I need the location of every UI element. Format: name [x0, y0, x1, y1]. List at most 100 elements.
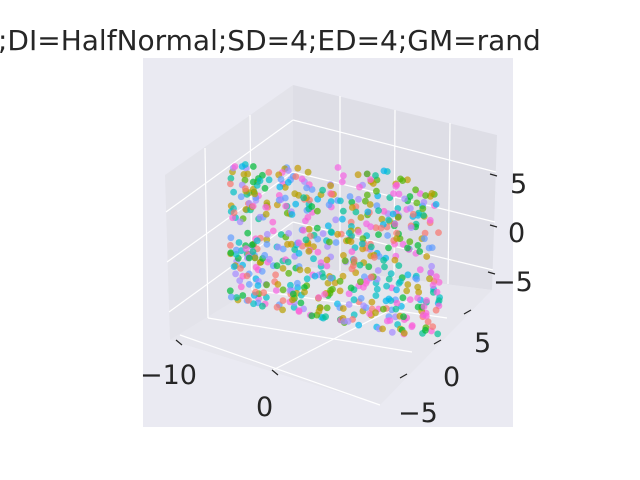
scatter-point [372, 172, 379, 179]
scatter-point [372, 224, 380, 232]
scatter-point [227, 242, 234, 249]
scatter-point [427, 269, 435, 277]
scatter-point [334, 164, 342, 171]
scatter-point [258, 267, 266, 275]
scatter-point [385, 244, 392, 252]
scatter-point [385, 275, 393, 283]
scatter-point [292, 200, 300, 208]
scatter-point [420, 198, 428, 206]
z-tick-label: 5 [510, 169, 527, 200]
scatter-point [269, 218, 277, 226]
scatter-point [273, 262, 281, 270]
scatter-point [379, 305, 387, 313]
scatter-point [367, 223, 374, 231]
scatter-point [235, 239, 243, 246]
scatter-point [406, 238, 414, 246]
scatter-point [288, 211, 296, 218]
scatter-point [339, 207, 347, 215]
scatter-point [416, 266, 424, 274]
scatter-point [340, 172, 347, 180]
scatter-point [391, 220, 399, 228]
scatter-point [227, 175, 235, 182]
scatter-point [429, 281, 437, 289]
scatter-point [230, 209, 238, 217]
y-tick-label: −5 [398, 398, 438, 429]
scatter-point [385, 295, 393, 303]
scatter-point [232, 246, 240, 254]
scatter-point [409, 210, 417, 218]
scatter-point [250, 300, 257, 308]
scatter-point [279, 306, 286, 314]
scatter-point [359, 245, 366, 253]
scatter-point [249, 202, 257, 210]
scatter-point [339, 272, 347, 280]
scatter-point [373, 285, 381, 293]
scatter-point [422, 326, 429, 334]
scatter-point [345, 290, 353, 298]
scatter-point [391, 256, 399, 264]
z-tick-label: 0 [508, 218, 525, 249]
scatter-point [323, 256, 331, 264]
scatter-point [334, 230, 341, 238]
scatter-point [328, 190, 336, 198]
scatter-point [406, 193, 414, 200]
scatter-point [230, 263, 238, 270]
scatter-point [300, 194, 307, 202]
scatter-point [249, 248, 257, 256]
scatter-point [394, 213, 402, 221]
scatter-point [350, 262, 357, 270]
chart-title: ;DI=HalfNormal;SD=4;ED=4;GM=rand [0, 24, 541, 57]
scatter-point [345, 229, 353, 237]
scatter-point [315, 307, 323, 315]
scatter-point [284, 258, 292, 266]
scatter-point [302, 236, 310, 244]
scatter-point [338, 178, 346, 186]
scatter-point [357, 295, 365, 302]
scatter-point [433, 288, 441, 296]
scatter-point [279, 286, 287, 294]
scatter-point [319, 186, 326, 194]
scatter-point [393, 286, 400, 294]
scatter-point [407, 205, 414, 212]
scatter-point [227, 249, 235, 257]
scatter-point [260, 289, 268, 297]
scatter-point [296, 266, 304, 274]
scatter-point [395, 262, 403, 269]
scatter-point [305, 247, 313, 255]
scatter-point [256, 177, 264, 185]
scatter-point [226, 287, 234, 295]
scatter-point [374, 267, 382, 274]
scatter-point [327, 228, 335, 236]
scatter-point [357, 214, 365, 221]
scatter-point [308, 312, 316, 320]
scatter-point [310, 255, 317, 263]
scatter-point [419, 311, 427, 319]
scatter-point [416, 248, 424, 255]
scatter-point [421, 235, 428, 243]
scatter-point [346, 193, 354, 200]
scatter-point [365, 263, 373, 271]
scatter-point [249, 163, 257, 170]
scatter-point [380, 207, 388, 215]
scatter-point [300, 227, 307, 234]
scatter-point [360, 283, 367, 291]
scatter-point [364, 208, 372, 216]
scatter-point [389, 210, 397, 218]
scatter-point [414, 294, 421, 302]
scatter-point [245, 296, 252, 304]
scatter-point [350, 296, 358, 304]
scatter-point [372, 292, 380, 299]
scatter-point [419, 205, 427, 213]
scatter-point [284, 167, 292, 174]
scatter-point [390, 190, 397, 198]
scatter-point [358, 240, 366, 248]
scatter-point [348, 248, 356, 256]
scatter-point [432, 306, 440, 314]
scatter-point [279, 297, 287, 304]
scatter-point [429, 323, 437, 330]
scatter-point [253, 237, 261, 245]
scatter-point [327, 182, 334, 190]
scatter-point [395, 190, 403, 198]
scatter-point [381, 263, 388, 271]
